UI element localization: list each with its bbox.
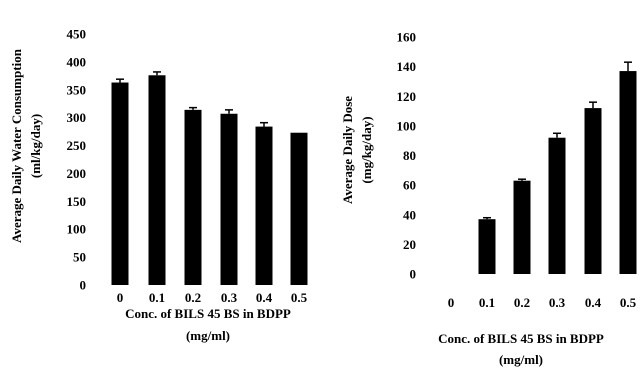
water-consumption-ytick-label: 350 (67, 82, 87, 97)
water-consumption-bar (184, 109, 202, 285)
water-consumption-xtick-label: 0 (117, 290, 124, 305)
water-consumption-xlabel-line1: Conc. of BILS 45 BS in BDPP (125, 306, 291, 321)
water-consumption-ylabel-line2: (ml/kg/day) (28, 114, 43, 178)
daily-dose-ytick-label: 160 (397, 30, 417, 45)
daily-dose-ylabel-line2: (mg/kg/day) (359, 116, 374, 183)
daily-dose-bar (513, 180, 531, 274)
daily-dose-xtick-label: 0.1 (479, 295, 495, 310)
daily-dose-xlabel-line2: (mg/ml) (499, 352, 543, 367)
daily-dose-ytick-label: 0 (410, 267, 417, 282)
water-consumption-bar (220, 113, 238, 285)
water-consumption-ytick-label: 300 (67, 110, 87, 125)
water-consumption-ytick-label: 200 (67, 166, 87, 181)
daily-dose-xtick-label: 0.2 (514, 295, 530, 310)
water-consumption-ytick-label: 100 (67, 222, 87, 237)
water-consumption-ytick-label: 50 (73, 250, 86, 265)
daily-dose-xtick-label: 0.3 (549, 295, 566, 310)
daily-dose-bar (584, 108, 602, 274)
water-consumption-ytick-label: 400 (67, 54, 87, 69)
daily-dose-ytick-label: 20 (403, 237, 416, 252)
daily-dose-ylabel-line1: Average Daily Dose (340, 96, 355, 204)
water-consumption-xtick-label: 0.4 (256, 290, 273, 305)
water-consumption-bar (290, 132, 308, 285)
water-consumption-xtick-label: 0.3 (221, 290, 238, 305)
water-consumption-ytick-label: 150 (67, 194, 87, 209)
daily-dose-xtick-label: 0.4 (585, 295, 602, 310)
water-consumption-bar (111, 82, 129, 285)
water-consumption-xtick-label: 0.1 (149, 290, 165, 305)
water-consumption-bar (255, 126, 273, 285)
daily-dose-bar (478, 219, 496, 274)
water-consumption-xtick-label: 0.2 (185, 290, 201, 305)
daily-dose-xtick-label: 0 (448, 295, 455, 310)
water-consumption-xlabel-line2: (mg/ml) (186, 328, 230, 343)
water-consumption-ytick-label: 450 (67, 27, 87, 42)
daily-dose-xlabel-line1: Conc. of BILS 45 BS in BDPP (438, 331, 604, 346)
water-consumption-ylabel-line1: Average Daily Water Consumption (9, 48, 24, 243)
daily-dose-ytick-label: 120 (397, 89, 417, 104)
daily-dose-ytick-label: 100 (397, 118, 417, 133)
water-consumption-xtick-label: 0.5 (291, 290, 308, 305)
water-consumption-ytick-label: 0 (80, 278, 87, 293)
water-consumption-bar (148, 75, 166, 285)
daily-dose-ytick-label: 80 (403, 148, 416, 163)
daily-dose-ytick-label: 140 (397, 59, 417, 74)
daily-dose-ytick-label: 60 (403, 178, 416, 193)
water-consumption-chart: Average Daily Water Consumption (ml/kg/d… (9, 27, 308, 344)
daily-dose-ytick-label: 40 (403, 207, 416, 222)
water-consumption-ytick-label: 250 (67, 138, 87, 153)
daily-dose-bar (619, 71, 637, 274)
daily-dose-xtick-label: 0.5 (620, 295, 637, 310)
daily-dose-bar (548, 137, 566, 274)
daily-dose-chart: Average Daily Dose (mg/kg/day) Conc. of … (340, 30, 637, 368)
